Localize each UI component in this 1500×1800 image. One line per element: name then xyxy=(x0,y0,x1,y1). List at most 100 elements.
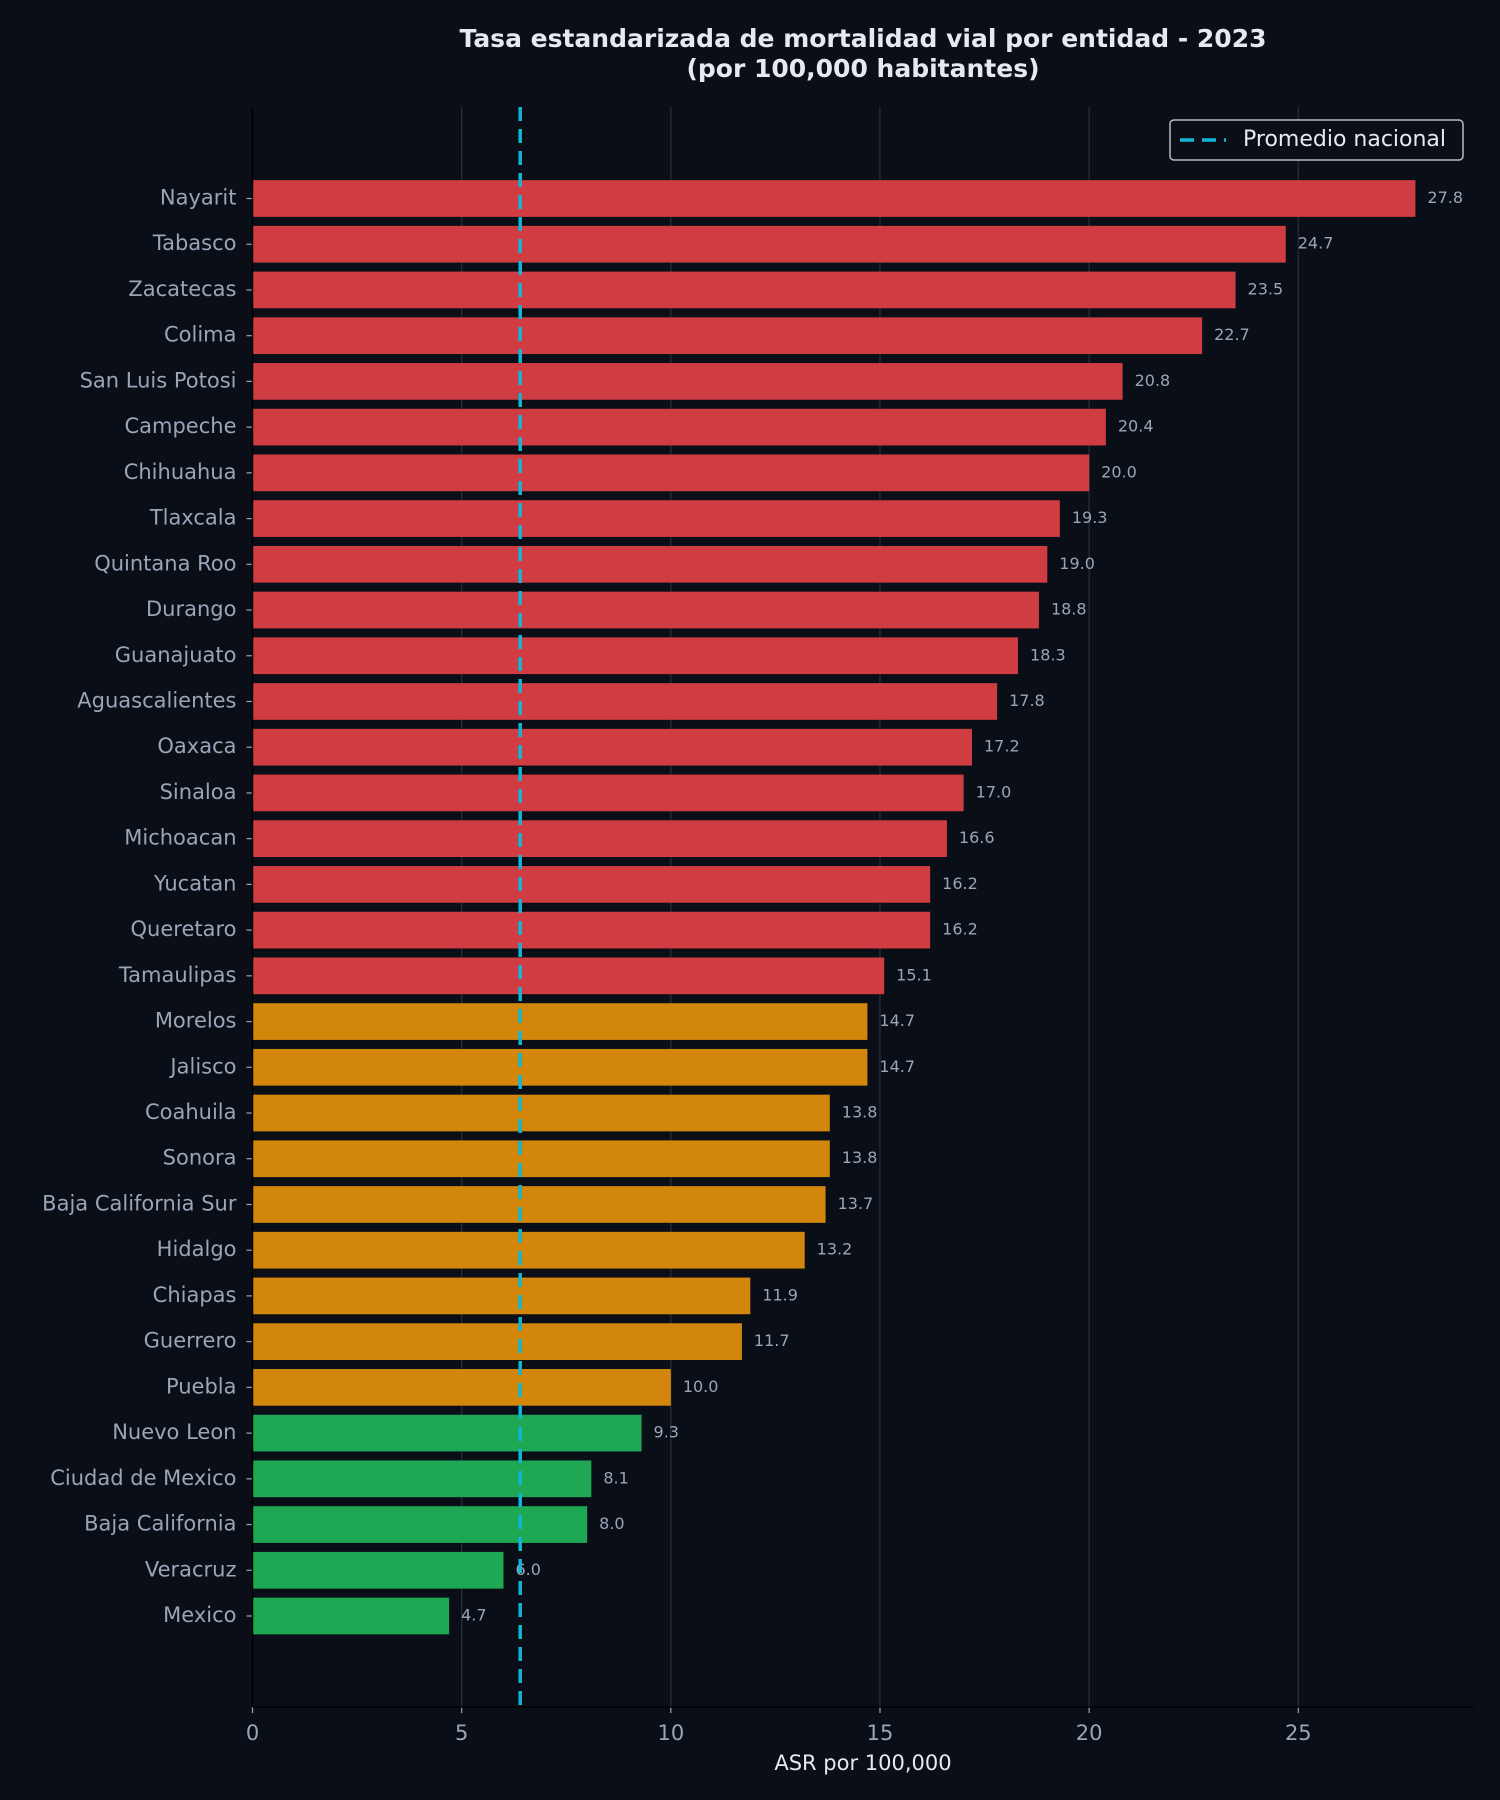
x-tick-label: 20 xyxy=(1076,1721,1103,1745)
y-tick-label: Veracruz xyxy=(145,1557,237,1581)
bar-michoacan xyxy=(252,820,947,858)
y-tick-label: Yucatan xyxy=(153,871,237,895)
bar-nayarit xyxy=(252,180,1416,217)
value-label: 14.7 xyxy=(879,1057,915,1076)
x-tick-label: 25 xyxy=(1285,1721,1312,1745)
bar-hidalgo xyxy=(252,1231,805,1269)
value-label: 11.7 xyxy=(754,1331,790,1350)
value-label: 23.5 xyxy=(1248,279,1284,298)
value-label: 17.8 xyxy=(1009,691,1045,710)
value-label: 24.7 xyxy=(1298,234,1334,253)
bar-guerrero xyxy=(252,1323,742,1360)
value-label: 27.8 xyxy=(1427,188,1463,207)
bar-morelos xyxy=(252,1003,868,1040)
value-label: 8.0 xyxy=(599,1514,624,1533)
y-tick-label: Tabasco xyxy=(152,231,237,255)
y-tick-label: Oaxaca xyxy=(157,734,236,758)
value-label: 9.3 xyxy=(654,1423,679,1442)
chart-title: Tasa estandarizada de mortalidad vial po… xyxy=(459,24,1266,53)
bar-tlaxcala xyxy=(252,500,1060,537)
y-tick-label: Nuevo Leon xyxy=(112,1420,236,1444)
y-tick-label: Campeche xyxy=(124,414,236,438)
value-label: 22.7 xyxy=(1214,325,1250,344)
legend: Promedio nacional xyxy=(1169,119,1464,161)
x-tick-label: 10 xyxy=(657,1721,684,1745)
y-tick-label: Chihuahua xyxy=(124,460,237,484)
value-label: 15.1 xyxy=(896,965,932,984)
bar-sonora xyxy=(252,1140,830,1178)
bar-yucatan xyxy=(252,866,931,903)
y-tick-label: Tlaxcala xyxy=(149,506,237,530)
y-tick-label: Jalisco xyxy=(168,1054,236,1078)
value-label: 17.2 xyxy=(984,737,1020,756)
bar-quintana-roo xyxy=(252,545,1048,583)
bar-ciudad-de-mexico xyxy=(252,1460,592,1498)
value-label: 13.8 xyxy=(842,1148,878,1167)
value-label: 14.7 xyxy=(879,1011,915,1030)
value-label: 20.0 xyxy=(1101,462,1137,481)
chart-subtitle: (por 100,000 habitantes) xyxy=(686,54,1039,83)
bar-tamaulipas xyxy=(252,957,885,995)
y-tick-label: Chiapas xyxy=(153,1283,237,1307)
bar-campeche xyxy=(252,408,1106,446)
y-tick-label: Colima xyxy=(164,323,237,347)
value-label: 18.8 xyxy=(1051,600,1087,619)
y-tick-label: Guerrero xyxy=(144,1329,237,1353)
y-tick-label: Sonora xyxy=(163,1146,237,1170)
value-label: 16.6 xyxy=(959,828,995,847)
value-label: 10.0 xyxy=(683,1377,719,1396)
bar-oaxaca xyxy=(252,728,973,766)
x-tick-label: 5 xyxy=(455,1721,468,1745)
bar-colima xyxy=(252,317,1203,355)
y-tick-label: Mexico xyxy=(163,1603,236,1627)
y-tick-label: Sinaloa xyxy=(160,780,237,804)
bar-mexico xyxy=(252,1597,450,1635)
value-label: 16.2 xyxy=(942,920,978,939)
y-tick-label: Coahuila xyxy=(145,1100,237,1124)
value-label: 16.2 xyxy=(942,874,978,893)
value-label: 20.4 xyxy=(1118,417,1154,436)
y-tick-label: Durango xyxy=(146,597,236,621)
bar-veracruz xyxy=(252,1551,504,1589)
legend-box xyxy=(1169,119,1464,161)
y-tick-label: Morelos xyxy=(155,1009,237,1033)
value-label: 8.1 xyxy=(603,1468,628,1487)
bar-baja-california xyxy=(252,1506,588,1543)
y-tick-label: Tamaulipas xyxy=(118,963,237,987)
x-tick-label: 15 xyxy=(867,1721,894,1745)
value-label: 19.0 xyxy=(1059,554,1095,573)
value-label: 13.2 xyxy=(817,1240,853,1259)
y-tick-label: Baja California xyxy=(84,1512,236,1536)
bar-sinaloa xyxy=(252,774,964,812)
y-tick-label: San Luis Potosi xyxy=(80,368,237,392)
x-axis-label: ASR por 100,000 xyxy=(774,1751,951,1775)
bar-aguascalientes xyxy=(252,683,998,720)
bar-tabasco xyxy=(252,225,1286,263)
y-tick-label: Puebla xyxy=(166,1374,237,1398)
y-tick-label: Baja California Sur xyxy=(42,1191,237,1215)
bar-guanajuato xyxy=(252,637,1019,675)
y-tick-label: Ciudad de Mexico xyxy=(50,1466,236,1490)
bar-queretaro xyxy=(252,911,931,949)
value-label: 4.7 xyxy=(461,1606,486,1625)
bar-zacatecas xyxy=(252,271,1236,309)
y-tick-label: Queretaro xyxy=(131,917,237,941)
value-label: 11.9 xyxy=(762,1285,798,1304)
y-tick-label: Aguascalientes xyxy=(77,688,236,712)
bar-durango xyxy=(252,591,1039,629)
bar-coahuila xyxy=(252,1094,830,1132)
bar-nuevo-leon xyxy=(252,1414,642,1452)
value-label: 18.3 xyxy=(1030,645,1066,664)
y-tick-label: Hidalgo xyxy=(157,1237,237,1261)
value-label: 17.0 xyxy=(976,782,1012,801)
value-label: 20.8 xyxy=(1135,371,1171,390)
y-tick-label: Guanajuato xyxy=(115,643,237,667)
legend-label: Promedio nacional xyxy=(1243,127,1446,152)
bar-chihuahua xyxy=(252,454,1090,492)
y-tick-label: Michoacan xyxy=(124,826,236,850)
bar-san-luis-potosi xyxy=(252,363,1123,400)
y-tick-label: Quintana Roo xyxy=(94,551,236,575)
value-label: 13.7 xyxy=(838,1194,874,1213)
bar-jalisco xyxy=(252,1048,868,1086)
